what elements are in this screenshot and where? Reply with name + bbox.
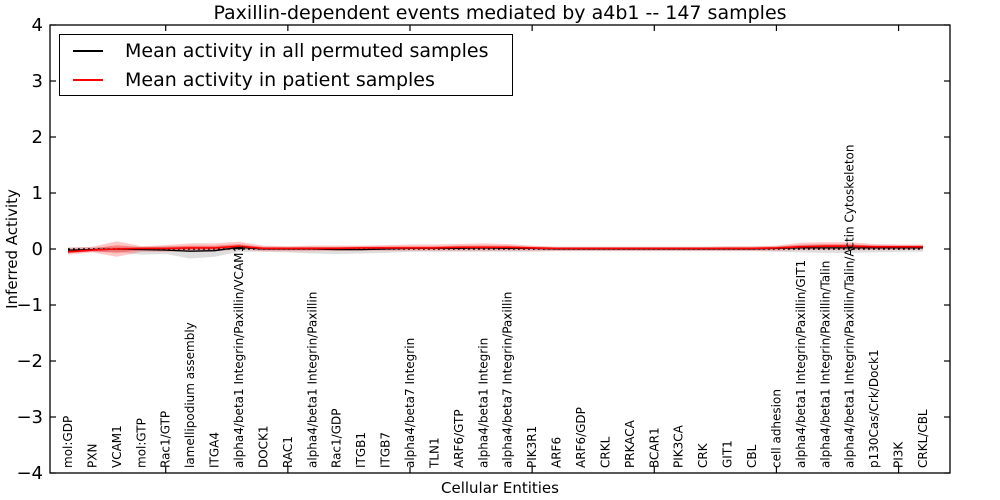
x-tick-label: VCAM1	[110, 425, 124, 468]
x-tick-label: cell adhesion	[769, 389, 783, 468]
patient-uncertainty-band-outer	[68, 241, 923, 257]
x-tick-label: alpha4/beta1 Integrin/Paxillin/Talin/Act…	[843, 145, 857, 468]
x-tick-label: PRKACA	[623, 419, 637, 468]
permuted-line-sample-icon	[73, 49, 103, 52]
x-tick-label: TLN1	[427, 437, 441, 469]
x-tick-label: mol:GDP	[61, 416, 75, 468]
x-tick-label: PIK3R1	[525, 426, 539, 468]
legend: Mean activity in all permuted samples Me…	[59, 34, 513, 96]
x-tick-label: ITGB1	[354, 432, 368, 468]
x-tick-label: GIT1	[721, 440, 735, 468]
y-tick-label: 2	[32, 127, 43, 148]
x-tick-label: CBL	[745, 444, 759, 468]
y-tick-label: −1	[16, 295, 43, 316]
x-tick-label: ITGB7	[379, 432, 393, 468]
x-tick-label: DOCK1	[256, 425, 270, 468]
y-tick-label: 4	[32, 15, 43, 36]
y-tick-label: −2	[16, 351, 43, 372]
x-tick-label: p130Cas/Crk/Dock1	[867, 349, 881, 468]
x-tick-label: alpha4/beta1 Integrin	[476, 338, 490, 468]
x-tick-label: PXN	[85, 444, 99, 468]
x-tick-label: CRKL	[598, 436, 612, 468]
x-tick-label: alpha4/beta7 Integrin/Paxillin	[501, 292, 515, 468]
x-tick-label: CRKL/CBL	[916, 409, 930, 468]
x-tick-label: PIK3CA	[672, 424, 686, 468]
x-tick-label: RAC1	[281, 436, 295, 468]
legend-entry-patient: Mean activity in patient samples	[60, 67, 512, 92]
x-tick-label: BCAR1	[647, 427, 661, 468]
legend-label-permuted: Mean activity in all permuted samples	[125, 39, 489, 62]
patient-line-sample-icon	[73, 78, 103, 81]
y-tick-label: −3	[16, 407, 43, 428]
x-tick-label: mol:GTP	[134, 418, 148, 468]
chart-title: Paxillin-dependent events mediated by a4…	[213, 2, 787, 24]
y-tick-label: 3	[32, 71, 43, 92]
x-tick-label: CRK	[696, 442, 710, 468]
patient-mean-line	[67, 245, 923, 253]
x-tick-label: alpha4/beta7 Integrin	[403, 338, 417, 468]
x-tick-label: alpha4/beta1 Integrin/Paxillin	[305, 292, 319, 468]
x-tick-label: ARF6/GDP	[574, 407, 588, 468]
legend-entry-permuted: Mean activity in all permuted samples	[60, 38, 512, 63]
x-tick-label: ITGA4	[208, 432, 222, 468]
x-tick-label: ARF6	[550, 437, 564, 468]
x-tick-label: Rac1/GDP	[330, 409, 344, 468]
x-tick-label: Rac1/GTP	[159, 411, 173, 468]
y-tick-label: 0	[32, 239, 43, 260]
y-tick-label: −4	[16, 463, 43, 484]
y-tick-label: 1	[32, 183, 43, 204]
x-axis-label: Cellular Entities	[441, 479, 559, 497]
x-tick-label: lamellipodium assembly	[183, 322, 197, 468]
x-tick-label: alpha4/beta1 Integrin/Paxillin/Talin	[818, 261, 832, 468]
x-tick-label: ARF6/GTP	[452, 409, 466, 468]
legend-label-patient: Mean activity in patient samples	[125, 68, 435, 91]
x-tick-label: alpha4/beta1 Integrin/Paxillin/VCAM1	[232, 245, 246, 468]
x-tick-label: alpha4/beta1 Integrin/Paxillin/GIT1	[794, 260, 808, 468]
x-tick-label: PI3K	[892, 441, 906, 468]
axes-frame	[49, 24, 951, 474]
